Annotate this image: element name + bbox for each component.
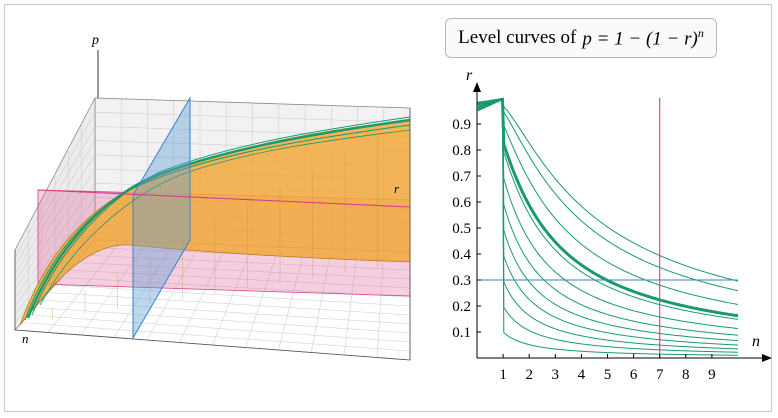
level-curve [477,98,739,342]
x-tick-label: 6 [630,367,638,383]
level-curve [477,98,739,350]
x-tick-label: 5 [604,367,612,383]
level-curve [477,98,739,320]
level-curve-highlight [477,97,739,318]
y-axis-label: r [466,67,473,84]
x-tick-label: 4 [578,367,586,383]
x-axis-label: n [752,333,760,350]
title-formula: p = 1 − (1 − r)n [582,26,704,50]
r-axis-label: r [394,181,400,196]
title-exponent: n [697,25,704,40]
level-curve [477,98,739,353]
x-tick-label: 1 [499,367,507,383]
n-axis-label: n [22,331,29,346]
surface-level-curves [24,116,411,321]
y-tick-label: 0.4 [452,247,471,263]
level-curve [477,98,739,356]
level-curve [477,98,739,330]
x-axis-arrow [762,354,772,362]
y-tick-label: 0.3 [452,273,471,289]
x-tick-label: 7 [656,367,664,383]
r-plane-line [37,189,411,208]
y-tick-label: 0.5 [452,221,471,237]
box-edge-front [14,329,411,361]
p-axis-label: p [91,33,99,48]
y-tick-label: 0.2 [452,299,471,315]
y-tick-label: 0.6 [452,195,471,211]
surface-mesh [52,137,378,320]
y-tick-label: 0.1 [452,325,471,341]
level-curve [477,98,739,336]
y-tick-label: 0.9 [452,117,471,133]
x-tick-label: 2 [525,367,533,383]
level-curve [477,98,739,346]
level-curve [477,98,739,282]
x-tick-label: 8 [682,367,690,383]
y-tick-label: 0.8 [452,143,471,159]
x-tick-label: 9 [708,367,716,383]
plane-n [132,96,191,340]
x-tick-label: 3 [552,367,560,383]
level-curve [477,98,739,306]
title-prefix: Level curves of [458,27,577,48]
surface-plot-3d: p r n [14,33,411,361]
title-formula-text: p = 1 − (1 − r) [582,28,698,50]
y-axis-arrow [473,82,481,92]
y-tick-label: 0.7 [452,169,471,185]
chart-title: Level curves of p = 1 − (1 − r)n [445,18,717,58]
